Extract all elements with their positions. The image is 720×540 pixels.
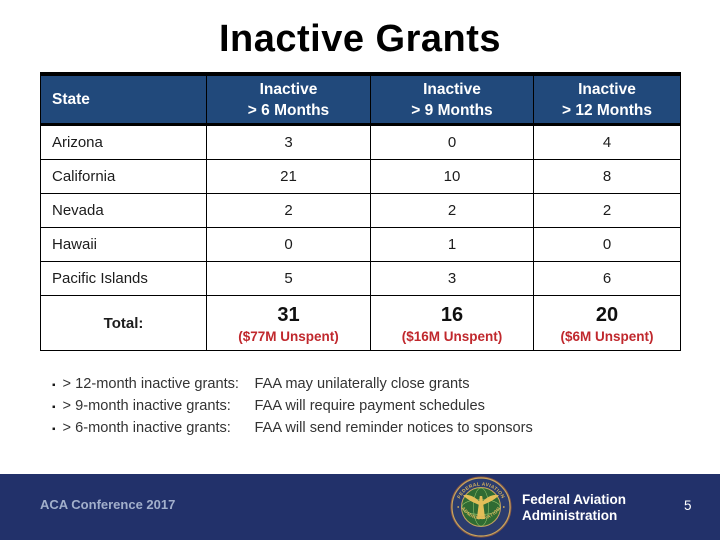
table-row: Nevada 2 2 2 — [40, 193, 681, 228]
page-title: Inactive Grants — [218, 18, 502, 60]
column-header-12-months: Inactive > 12 Months — [533, 72, 681, 126]
bullet-label: > 12-month inactive grants: — [62, 376, 239, 392]
table-cell: 4 — [533, 124, 681, 160]
header-line: Inactive — [259, 80, 318, 98]
org-name-line2: Administration — [522, 507, 618, 523]
header-line: > 12 Months — [561, 101, 652, 119]
bullet-item: ▪ > 6-month inactive grants: FAA will se… — [52, 420, 533, 442]
bullet-label: > 6-month inactive grants: — [62, 420, 231, 436]
column-header-state: State — [40, 72, 207, 126]
page-number: 5 — [684, 498, 692, 513]
state-name-cell: California — [40, 159, 207, 194]
table-cell: 1 — [370, 227, 534, 262]
bullet-text: FAA will require payment schedules — [254, 398, 485, 414]
bullet-item: ▪ > 12-month inactive grants: FAA may un… — [52, 376, 533, 398]
table-cell: 8 — [533, 159, 681, 194]
bullet-label: > 9-month inactive grants: — [62, 398, 231, 414]
total-unspent: ($16M Unspent) — [401, 328, 503, 344]
total-cell: 16 ($16M Unspent) — [370, 295, 534, 351]
header-line: Inactive — [578, 80, 636, 98]
total-label-cell: Total: — [40, 295, 207, 351]
column-header-6-months: Inactive > 6 Months — [206, 72, 371, 126]
state-name-cell: Hawaii — [40, 227, 207, 262]
table-cell: 3 — [206, 124, 371, 160]
bullet-square-icon: ▪ — [52, 424, 56, 435]
total-cell: 20 ($6M Unspent) — [533, 295, 681, 351]
total-count: 16 — [440, 303, 464, 326]
org-name-line1: Federal Aviation — [522, 492, 627, 507]
faa-seal-logo: FEDERAL AVIATION ADMINISTRATION — [450, 476, 512, 538]
column-header-9-months: Inactive > 9 Months — [370, 72, 534, 126]
total-unspent: ($6M Unspent) — [560, 328, 654, 344]
total-count: 31 — [277, 303, 300, 326]
table-row: Pacific Islands 5 3 6 — [40, 261, 681, 296]
table-cell: 21 — [206, 159, 371, 194]
conference-label: ACA Conference 2017 — [40, 497, 176, 512]
org-name: Federal Aviation Administration — [522, 492, 626, 523]
table-cell: 0 — [206, 227, 371, 262]
table-header-row: State Inactive > 6 Months Inactive > 9 M… — [40, 72, 681, 126]
footer-bar: ACA Conference 2017 FEDERAL AVIATION ADM… — [0, 474, 720, 540]
total-count: 20 — [595, 303, 619, 326]
state-name-cell: Nevada — [40, 193, 207, 228]
table-row: California 21 10 8 — [40, 159, 681, 194]
bullet-text: FAA will send reminder notices to sponso… — [254, 420, 533, 436]
table-cell: 2 — [206, 193, 371, 228]
bullet-square-icon: ▪ — [52, 402, 56, 413]
table-total-row: Total: 31 ($77M Unspent) 16 ($16M Unspen… — [40, 295, 681, 351]
state-name-cell: Arizona — [40, 124, 207, 160]
table-cell: 0 — [370, 124, 534, 160]
total-unspent: ($77M Unspent) — [238, 328, 339, 344]
inactive-grants-table: State Inactive > 6 Months Inactive > 9 M… — [40, 72, 681, 351]
header-line: > 9 Months — [411, 101, 493, 119]
bullet-square-icon: ▪ — [52, 380, 56, 391]
bullet-text: FAA may unilaterally close grants — [254, 376, 470, 392]
table-cell: 2 — [370, 193, 534, 228]
total-cell: 31 ($77M Unspent) — [206, 295, 371, 351]
table-cell: 3 — [370, 261, 534, 296]
table-cell: 0 — [533, 227, 681, 262]
bullet-list: ▪ > 12-month inactive grants: FAA may un… — [52, 376, 533, 442]
table-cell: 10 — [370, 159, 534, 194]
header-line: Inactive — [423, 80, 481, 98]
table-cell: 5 — [206, 261, 371, 296]
state-name-cell: Pacific Islands — [40, 261, 207, 296]
header-line: > 6 Months — [247, 101, 330, 119]
table-cell: 6 — [533, 261, 681, 296]
table-row: Arizona 3 0 4 — [40, 124, 681, 160]
table-row: Hawaii 0 1 0 — [40, 227, 681, 262]
bullet-item: ▪ > 9-month inactive grants: FAA will re… — [52, 398, 533, 420]
table-cell: 2 — [533, 193, 681, 228]
